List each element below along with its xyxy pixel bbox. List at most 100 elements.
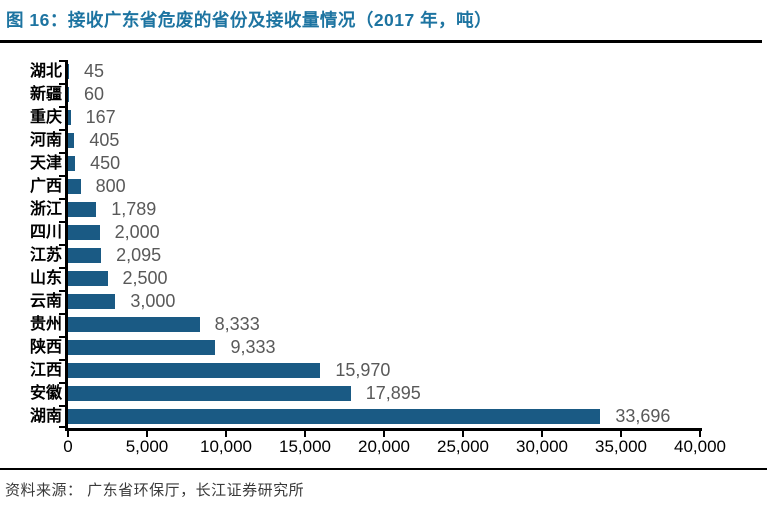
x-axis-tick (146, 431, 148, 437)
value-label: 3,000 (130, 291, 176, 311)
bar-row: 山东 2,500 (0, 267, 710, 290)
bar-track: 800 (65, 175, 700, 198)
x-axis-tick-label: 5,000 (125, 437, 169, 456)
bar-row: 湖北 45 (0, 60, 710, 83)
category-label: 浙江 (29, 201, 62, 218)
x-axis-tick-label: 10,000 (200, 437, 252, 456)
bar-track: 60 (65, 83, 700, 106)
x-axis-tick-label: 40,000 (674, 437, 726, 456)
x-axis-tick (383, 431, 385, 437)
value-label: 2,500 (122, 268, 168, 288)
value-label: 17,895 (365, 383, 421, 403)
bar (68, 225, 100, 240)
bar (68, 202, 97, 217)
y-axis-tick (59, 152, 66, 154)
category-label: 河南 (29, 132, 62, 149)
bar-track: 2,000 (65, 221, 700, 244)
bar-track: 167 (65, 106, 700, 129)
value-label: 1,789 (111, 199, 157, 219)
y-axis-tick (59, 382, 66, 384)
bar (68, 179, 81, 194)
x-axis-tick (541, 431, 543, 437)
y-axis-tick (59, 336, 66, 338)
bar (68, 340, 216, 355)
bar (68, 133, 75, 148)
category-label: 四川 (29, 224, 62, 241)
y-axis-tick (59, 290, 66, 292)
bar-track: 1,789 (65, 198, 700, 221)
bar (68, 409, 601, 424)
bar-track: 17,895 (65, 382, 700, 405)
x-axis-tick-label: 25,000 (437, 437, 489, 456)
bar (68, 271, 108, 286)
bar-row: 安徽 17,895 (0, 382, 710, 405)
category-label: 江西 (29, 362, 62, 379)
bar-row: 云南 3,000 (0, 290, 710, 313)
category-label: 重庆 (29, 109, 62, 126)
bar-row: 陕西 9,333 (0, 336, 710, 359)
x-axis-line (65, 428, 702, 431)
bar-track: 33,696 (65, 405, 700, 428)
bar-row: 湖南 33,696 (0, 405, 710, 428)
category-label: 陕西 (29, 339, 62, 356)
y-axis-tick (59, 175, 66, 177)
bar-track: 3,000 (65, 290, 700, 313)
source-divider (0, 468, 767, 470)
bar (68, 317, 200, 332)
x-axis-tick-label: 30,000 (516, 437, 568, 456)
bar-row: 江西 15,970 (0, 359, 710, 382)
bar (68, 156, 76, 171)
x-axis-tick (462, 431, 464, 437)
y-axis-tick (59, 198, 66, 200)
bar (68, 64, 69, 79)
x-axis-tick-label: 20,000 (358, 437, 410, 456)
bar-track: 15,970 (65, 359, 700, 382)
figure-title: 图 16：接收广东省危废的省份及接收量情况（2017 年，吨） (6, 10, 493, 30)
bar-row: 四川 2,000 (0, 221, 710, 244)
bar-row: 重庆 167 (0, 106, 710, 129)
x-axis-tick (67, 431, 69, 437)
value-label: 9,333 (230, 337, 276, 357)
category-label: 湖南 (29, 408, 62, 425)
y-axis-tick (59, 106, 66, 108)
y-axis-tick (59, 359, 66, 361)
bar (68, 294, 116, 309)
x-axis-tick-label: 35,000 (595, 437, 647, 456)
bar-track: 8,333 (65, 313, 700, 336)
x-axis-tick-label: 0 (63, 437, 73, 456)
bar-row: 天津 450 (0, 152, 710, 175)
bar-track: 450 (65, 152, 700, 175)
category-label: 江苏 (29, 247, 62, 264)
bar-track: 45 (65, 60, 700, 83)
bar-track: 2,500 (65, 267, 700, 290)
category-label: 山东 (29, 270, 62, 287)
bar-row: 河南 405 (0, 129, 710, 152)
bar-row: 江苏 2,095 (0, 244, 710, 267)
y-axis-tick (59, 267, 66, 269)
value-label: 800 (95, 176, 126, 196)
bar-row: 贵州 8,333 (0, 313, 710, 336)
y-axis-tick (59, 426, 66, 428)
y-axis-tick (59, 313, 66, 315)
y-axis-tick (59, 129, 66, 131)
bar-track: 2,095 (65, 244, 700, 267)
category-label: 广西 (29, 178, 62, 195)
bar-chart: 湖北 45 新疆 60 重庆 167 河南 405 天津 450 广西 800 浙江 1,789 四川 2,0… (0, 60, 767, 437)
bar (68, 248, 102, 263)
y-axis-tick (59, 244, 66, 246)
y-axis-tick (59, 60, 66, 62)
value-label: 2,000 (114, 222, 160, 242)
y-axis-tick (59, 83, 66, 85)
category-label: 新疆 (29, 86, 62, 103)
bar (68, 110, 71, 125)
value-label: 2,095 (116, 245, 162, 265)
x-axis-tick (225, 431, 227, 437)
category-label: 安徽 (29, 385, 62, 402)
category-label: 云南 (29, 293, 62, 310)
value-label: 45 (84, 61, 105, 81)
value-label: 33,696 (615, 406, 671, 426)
value-label: 8,333 (214, 314, 260, 334)
bar (68, 363, 321, 378)
value-label: 405 (89, 130, 120, 150)
